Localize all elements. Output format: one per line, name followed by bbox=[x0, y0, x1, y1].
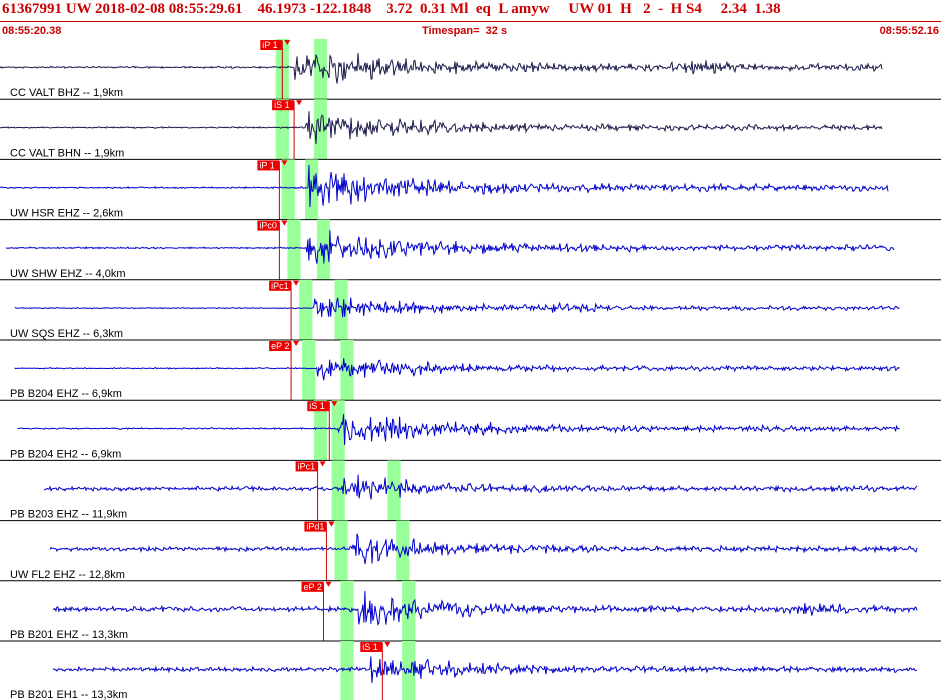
arrival-window bbox=[340, 641, 354, 700]
waveform-trace bbox=[43, 474, 918, 500]
arrival-window bbox=[313, 400, 328, 461]
header-rule bbox=[0, 21, 941, 22]
channel-label: PB B204 EH2 -- 6,9km bbox=[10, 448, 121, 460]
arrival-window bbox=[313, 39, 328, 100]
channel-label: UW SHW EHZ -- 4,0km bbox=[10, 268, 126, 280]
pick-flag bbox=[260, 40, 283, 50]
pick-flag bbox=[269, 280, 292, 291]
start-time: 08:55:20.38 bbox=[2, 25, 62, 37]
arrival-window bbox=[302, 340, 316, 401]
pick-label: iS 1 bbox=[362, 642, 378, 652]
pick-marker bbox=[328, 521, 335, 527]
pick-label: iPc1 bbox=[271, 281, 289, 291]
pick-label: iP 1 bbox=[259, 160, 274, 170]
arrival-window bbox=[287, 219, 301, 280]
trace-panel: iS 1 PB B201 EH1 -- 13,3km bbox=[10, 641, 918, 700]
pick-flag bbox=[269, 341, 292, 351]
waveform-trace bbox=[49, 533, 918, 564]
pick-marker bbox=[281, 160, 288, 166]
event-header: 61367991 UW 2018-02-08 08:55:29.61 46.19… bbox=[0, 0, 941, 24]
arrival-window bbox=[340, 580, 354, 641]
arrival-window bbox=[334, 279, 348, 340]
arrival-window bbox=[387, 460, 401, 521]
channel-label: PB B203 EHZ -- 11,9km bbox=[10, 509, 127, 521]
pick-flag bbox=[272, 100, 295, 111]
end-time: 08:55:52.16 bbox=[879, 25, 939, 37]
trace-panel: iPd1 UW FL2 EHZ -- 12,8km bbox=[0, 520, 941, 582]
trace-panel: iP 1 UW HSR EHZ -- 2,6km bbox=[0, 159, 941, 221]
waveform-trace bbox=[0, 164, 889, 208]
pick-marker bbox=[325, 581, 332, 587]
arrival-window bbox=[396, 520, 410, 581]
channel-label: PB B201 EH1 -- 13,3km bbox=[10, 689, 127, 700]
trace-panel: eP 2 PB B204 EHZ -- 6,9km bbox=[0, 340, 941, 401]
trace-panel: iPc1 UW SQS EHZ -- 6,3km bbox=[0, 279, 941, 341]
pick-marker bbox=[293, 280, 300, 286]
pick-marker bbox=[331, 401, 338, 407]
channel-label: UW HSR EHZ -- 2,6km bbox=[10, 208, 123, 220]
channel-label: PB B204 EHZ -- 6,9km bbox=[10, 388, 122, 400]
channel-label: PB B201 EHZ -- 13,3km bbox=[10, 629, 128, 641]
pick-label: iS 1 bbox=[274, 100, 290, 110]
waveform-trace bbox=[0, 111, 883, 145]
pick-marker bbox=[293, 341, 300, 346]
trace-panel: iP 1 CC VALT BHZ -- 1,9km bbox=[0, 39, 941, 100]
pick-marker bbox=[284, 40, 291, 45]
channel-label: CC VALT BHN -- 1,9km bbox=[10, 147, 124, 159]
trace-panel: eP 2 PB B201 EHZ -- 13,3km bbox=[0, 580, 941, 642]
pick-label: iS 1 bbox=[309, 401, 325, 411]
pick-marker bbox=[281, 220, 288, 226]
trace-panel: iS 1 PB B204 EH2 -- 6,9km bbox=[0, 400, 941, 461]
channel-label: UW FL2 EHZ -- 12,8km bbox=[10, 569, 125, 581]
pick-flag bbox=[295, 461, 318, 472]
pick-flag bbox=[304, 521, 327, 532]
channel-label: CC VALT BHZ -- 1,9km bbox=[10, 87, 123, 99]
pick-marker bbox=[296, 100, 303, 106]
timespan-label: Timespan= 32 s bbox=[422, 25, 508, 37]
pick-flag bbox=[360, 642, 383, 652]
pick-flag bbox=[257, 160, 280, 171]
arrival-window bbox=[281, 159, 295, 220]
waveform-trace bbox=[14, 358, 900, 381]
trace-panel: iPc1 PB B203 EHZ -- 11,9km bbox=[0, 460, 941, 522]
pick-flag bbox=[307, 401, 330, 412]
waveform-trace bbox=[52, 656, 918, 684]
pick-label: iPd1 bbox=[306, 522, 324, 532]
trace-panel: iS 1 CC VALT BHN -- 1,9km bbox=[0, 99, 941, 160]
arrival-window bbox=[334, 520, 348, 581]
waveform-trace bbox=[17, 414, 900, 445]
pick-label: eP 2 bbox=[304, 582, 322, 592]
pick-marker bbox=[319, 461, 326, 467]
trace-panel: iPc0 UW SHW EHZ -- 4,0km bbox=[0, 219, 941, 281]
channel-label: UW SQS EHZ -- 6,3km bbox=[10, 328, 123, 340]
waveform-trace bbox=[0, 52, 883, 84]
waveform-trace bbox=[5, 230, 895, 264]
waveform-trace bbox=[14, 297, 900, 318]
pick-label: iP 1 bbox=[262, 40, 277, 50]
arrival-window bbox=[299, 279, 313, 340]
pick-label: iPc0 bbox=[259, 221, 277, 231]
pick-flag bbox=[257, 220, 280, 231]
event-title: 61367991 UW 2018-02-08 08:55:29.61 46.19… bbox=[2, 1, 781, 17]
pick-flag bbox=[301, 581, 324, 592]
pick-label: iPc1 bbox=[298, 461, 316, 471]
pick-marker bbox=[384, 642, 391, 647]
waveform-trace bbox=[52, 590, 918, 626]
arrival-window bbox=[275, 99, 289, 160]
pick-label: eP 2 bbox=[271, 341, 289, 351]
